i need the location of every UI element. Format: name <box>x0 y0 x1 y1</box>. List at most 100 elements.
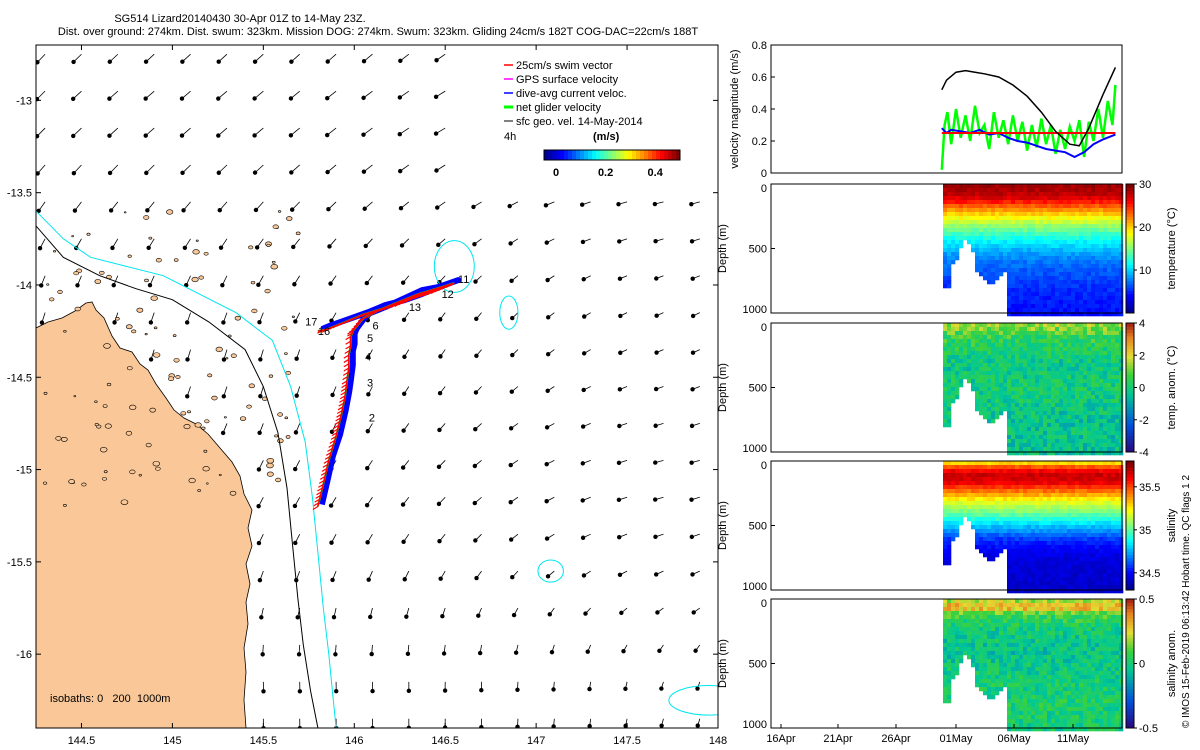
section-cell <box>1035 363 1040 368</box>
reef-patch <box>167 376 175 381</box>
geo-velocity-arrow <box>71 53 82 65</box>
section-cell <box>943 244 948 249</box>
reef-patch <box>202 466 210 472</box>
section-cell <box>943 264 948 269</box>
section-cell <box>1003 493 1008 498</box>
section-cell <box>1087 443 1092 448</box>
geo-velocity-arrow <box>325 127 337 138</box>
section-colorbar-segment <box>1126 274 1134 279</box>
section-cell <box>1075 184 1080 189</box>
section-ytick-label: 1000 <box>743 581 767 593</box>
section-colorbar-segment <box>1126 283 1134 288</box>
section-cell <box>1115 272 1120 277</box>
section-cell <box>1031 585 1036 590</box>
section-cell <box>1083 260 1088 265</box>
section-cell <box>1027 521 1032 526</box>
section-cell <box>1047 545 1052 550</box>
section-cell <box>1103 443 1108 448</box>
section-cell <box>1075 327 1080 332</box>
section-cell <box>947 687 952 692</box>
section-cell <box>1011 252 1016 257</box>
section-cell <box>1111 391 1116 396</box>
section-cell <box>1019 427 1024 432</box>
section-cell <box>1115 443 1120 448</box>
section-cell <box>1003 541 1008 546</box>
section-cell <box>1055 264 1060 269</box>
section-cell <box>1031 220 1036 225</box>
section-cell <box>991 399 996 404</box>
section-cell <box>1067 415 1072 420</box>
section-cell <box>959 603 964 608</box>
section-cell <box>963 635 968 640</box>
section-cell <box>1039 232 1044 237</box>
section-cell <box>999 529 1004 534</box>
section-cell <box>1075 248 1080 253</box>
section-cell <box>1095 359 1100 364</box>
section-cell <box>1083 505 1088 510</box>
section-cell <box>1083 268 1088 273</box>
geo-velocity-arrow <box>544 238 555 245</box>
section-cell <box>1071 375 1076 380</box>
section-cell <box>1075 216 1080 221</box>
section-cell <box>1031 465 1036 470</box>
map-xtick-label: 147 <box>527 735 545 747</box>
section-cell <box>1067 351 1072 356</box>
section-colorbar-segment <box>1126 393 1134 398</box>
section-cell <box>1083 557 1088 562</box>
section-cell <box>1003 268 1008 273</box>
section-cell <box>1083 407 1088 412</box>
geo-velocity-arrow <box>689 423 700 429</box>
section-cell <box>995 355 1000 360</box>
section-cell <box>999 367 1004 372</box>
section-cell <box>943 541 948 546</box>
reef-patch <box>102 404 108 408</box>
section-cell <box>1107 371 1112 376</box>
section-cell <box>951 220 956 225</box>
section-cell <box>1011 347 1016 352</box>
section-cell <box>991 212 996 217</box>
section-cell <box>959 627 964 632</box>
section-cell <box>1011 256 1016 261</box>
section-cell <box>1019 549 1024 554</box>
section-cell <box>1091 451 1096 456</box>
section-cell <box>1115 549 1120 554</box>
geo-velocity-arrow <box>256 275 264 288</box>
section-colorbar-segment <box>1126 464 1134 468</box>
section-cell <box>1063 517 1068 522</box>
section-cell <box>1027 244 1032 249</box>
section-cell <box>967 607 972 612</box>
colorbar-segment <box>660 150 665 160</box>
section-cell <box>1055 300 1060 305</box>
geo-velocity-arrow <box>659 681 664 691</box>
section-cell <box>1003 264 1008 269</box>
section-cell <box>1043 248 1048 253</box>
section-cell <box>1067 220 1072 225</box>
section-cell <box>963 200 968 205</box>
section-cell <box>1023 327 1028 332</box>
section-cell <box>1055 383 1060 388</box>
section-cell <box>1103 501 1108 506</box>
section-cell <box>1075 363 1080 368</box>
geo-velocity-arrow <box>399 238 410 248</box>
reef-patch <box>270 264 278 270</box>
section-colorbar-segment <box>1126 531 1134 536</box>
section-cell <box>1011 481 1016 486</box>
section-cell <box>1011 565 1016 570</box>
section-cell <box>1095 465 1100 470</box>
section-cell <box>963 327 968 332</box>
geo-velocity-arrow <box>365 423 373 434</box>
section-cell <box>999 521 1004 526</box>
section-cell <box>1119 252 1124 257</box>
section-cell <box>1083 192 1088 197</box>
section-cell <box>1011 335 1016 340</box>
section-cell <box>1019 284 1024 289</box>
section-cell <box>955 647 960 652</box>
section-cell <box>1099 411 1104 416</box>
section-cell <box>1023 415 1028 420</box>
section-cell <box>1119 304 1124 309</box>
section-cell <box>1107 196 1112 201</box>
section-cell <box>963 375 968 380</box>
section-cell <box>991 415 996 420</box>
section-cell <box>1119 308 1124 313</box>
section-cell <box>947 509 952 514</box>
